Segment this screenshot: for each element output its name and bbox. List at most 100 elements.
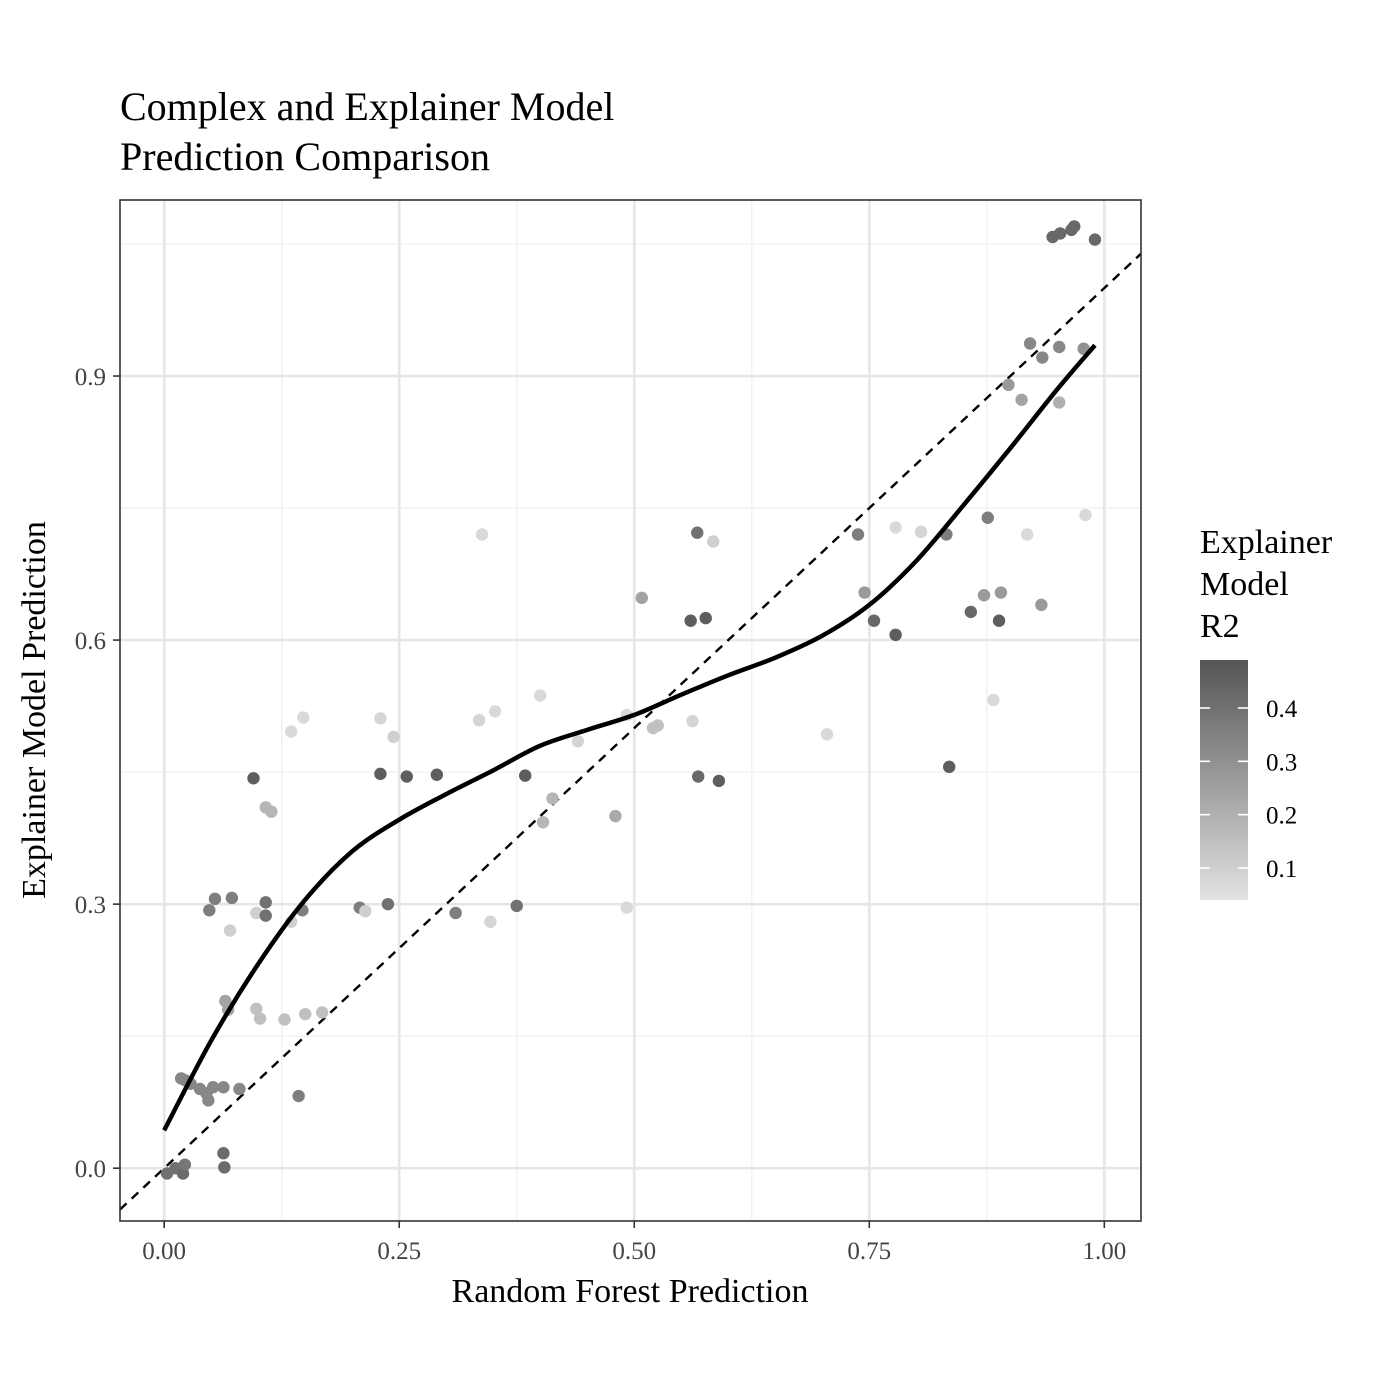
data-point [259, 909, 272, 922]
data-point [208, 892, 222, 906]
data-point [1023, 337, 1037, 350]
data-point [1088, 233, 1102, 246]
data-point [218, 1161, 231, 1174]
data-point [250, 906, 263, 920]
major-gridlines [120, 200, 1141, 1221]
data-point [914, 525, 928, 539]
data-point [472, 713, 486, 727]
data-point [250, 1002, 263, 1016]
legend-tick-label: 0.1 [1266, 856, 1297, 883]
data-point [475, 528, 489, 541]
data-point [889, 521, 902, 534]
data-point [315, 1006, 329, 1019]
data-point [1015, 393, 1028, 406]
chart-title-line-2: Prediction Comparison [120, 134, 490, 179]
data-point [253, 1012, 267, 1025]
data-point [217, 1147, 230, 1160]
data-point [178, 1158, 192, 1171]
data-point [259, 896, 272, 909]
data-point [1053, 340, 1066, 354]
data-point [1002, 378, 1015, 392]
data-point [964, 605, 978, 619]
data-point [203, 904, 216, 917]
x-tick-label: 0.50 [612, 1238, 656, 1265]
data-point [484, 915, 497, 928]
data-point [620, 901, 633, 914]
data-point [609, 809, 622, 823]
data-point [278, 1013, 291, 1026]
data-point [686, 714, 699, 728]
color-legend: Explainer Model R2 0.1 0.2 0.3 0.4 [1200, 524, 1333, 900]
data-point [977, 588, 991, 602]
x-axis-title: Random Forest Prediction [452, 1273, 809, 1310]
data-point [297, 711, 310, 724]
data-point [510, 899, 523, 913]
data-point [684, 614, 697, 627]
data-point [536, 816, 550, 829]
data-point [1053, 227, 1067, 240]
x-tick-label: 0.25 [377, 1238, 421, 1265]
data-point [206, 1081, 220, 1094]
data-point [699, 611, 712, 625]
data-point [292, 1089, 305, 1103]
data-point [247, 772, 260, 785]
data-point [223, 924, 237, 937]
data-point [284, 725, 298, 738]
data-point [1021, 528, 1034, 541]
data-point [534, 689, 547, 702]
legend-colorbar [1200, 660, 1248, 900]
legend-ticks: 0.1 0.2 0.3 0.4 [1200, 696, 1298, 883]
data-point [202, 1094, 215, 1107]
legend-title-line-1: Explainer [1200, 524, 1333, 561]
data-point [651, 719, 664, 732]
data-point [488, 705, 502, 718]
data-point [381, 897, 395, 911]
scatter-points [160, 220, 1102, 1180]
data-point [387, 730, 400, 744]
data-point [449, 906, 462, 920]
data-point [1079, 508, 1092, 522]
data-point [851, 528, 865, 541]
data-point [359, 904, 372, 918]
data-point [400, 770, 413, 783]
y-axis-title: Explainer Model Prediction [16, 521, 53, 899]
data-point [858, 586, 871, 599]
data-point [994, 586, 1008, 599]
data-point [820, 728, 834, 741]
data-point [217, 1081, 230, 1094]
data-point [1053, 396, 1066, 409]
data-point [691, 526, 704, 539]
data-point [707, 535, 720, 548]
legend-tick-label: 0.4 [1266, 696, 1298, 723]
x-tick-label: 1.00 [1082, 1238, 1126, 1265]
data-point [374, 767, 387, 781]
data-point [1036, 351, 1049, 364]
data-point [233, 1082, 246, 1096]
data-point [546, 792, 559, 805]
data-point [987, 693, 1000, 707]
x-tick-label: 0.00 [142, 1238, 186, 1265]
y-tick-label: 0.6 [75, 628, 106, 655]
legend-title-line-3: R2 [1200, 608, 1240, 645]
plot-panel [119, 199, 1142, 1222]
data-point [519, 769, 532, 782]
x-tick-label: 0.75 [847, 1238, 891, 1265]
data-point [943, 760, 956, 774]
y-tick-label: 0.0 [75, 1156, 106, 1183]
data-point [889, 628, 902, 642]
chart-title-line-1: Complex and Explainer Model [120, 84, 614, 129]
data-point [981, 511, 994, 524]
data-point [635, 591, 648, 605]
data-point [712, 774, 726, 788]
data-point [1068, 220, 1081, 233]
data-point [225, 891, 239, 905]
data-point [571, 735, 585, 748]
data-point [992, 614, 1006, 627]
minor-gridlines [120, 200, 1141, 1221]
data-point [299, 1007, 312, 1021]
data-point [430, 768, 444, 781]
smooth-fit-line [162, 343, 1097, 1132]
data-point [691, 770, 705, 783]
